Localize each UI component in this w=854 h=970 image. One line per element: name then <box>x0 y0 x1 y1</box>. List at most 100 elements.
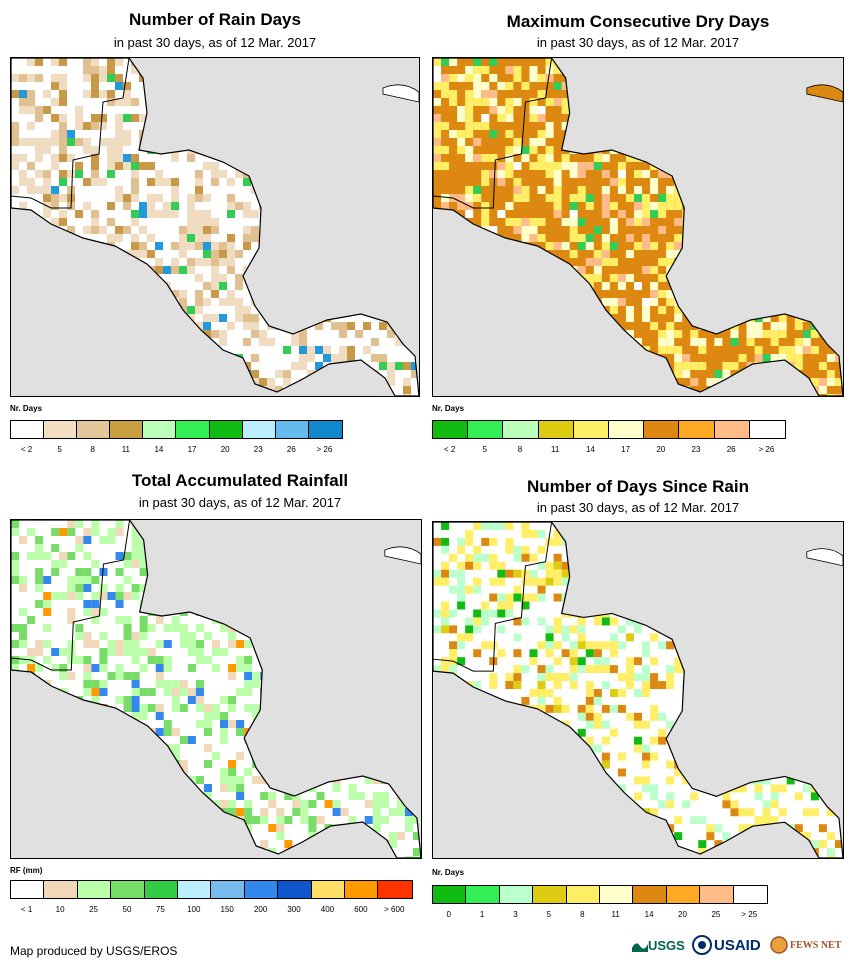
legend-label-days-since-rain: Nr. Days <box>432 868 465 877</box>
map-dry-days <box>432 57 844 397</box>
map-days-since-rain <box>432 521 844 859</box>
legend-swatch <box>11 881 45 898</box>
legend-swatch <box>599 886 634 903</box>
legend-bar-total-rainfall <box>10 880 413 899</box>
usaid-logo: USAID <box>692 933 766 957</box>
legend-swatch <box>700 886 734 903</box>
legend-swatch <box>533 886 567 903</box>
island-jamaica <box>806 548 843 567</box>
legend-tick-label: > 26 <box>758 445 775 454</box>
usgs-wave-icon <box>632 943 648 952</box>
legend-tick-label: 17 <box>187 445 197 454</box>
legend-swatch <box>110 421 144 438</box>
legend-swatch <box>608 421 645 438</box>
coastline <box>11 520 421 858</box>
legend-bar-dry-days <box>432 420 786 439</box>
island-jamaica <box>384 546 421 565</box>
legend-swatch <box>733 886 767 903</box>
panel-title-dry-days: Maximum Consecutive Dry Days <box>506 12 770 31</box>
legend-tick-label: 14 <box>154 445 164 454</box>
legend-swatch <box>111 881 145 898</box>
legend-tick-label: 5 <box>57 445 62 454</box>
legend-swatch <box>211 881 245 898</box>
map-rain-days <box>10 57 420 397</box>
legend-swatch <box>44 421 78 438</box>
legend-tick-label: 20 <box>656 445 666 454</box>
usaid-seal-icon <box>692 935 712 955</box>
legend-swatch <box>311 881 346 898</box>
legend-swatch <box>749 421 785 438</box>
legend-swatch <box>468 421 504 438</box>
legend-ticks-total-rainfall: < 1 10 25 50 75 100 150 200 300 400 600 > 600 <box>10 905 411 917</box>
coastline <box>433 58 843 396</box>
legend-label-rain-days: Nr. Days <box>10 404 43 413</box>
usaid-logo-text: USAID <box>714 936 761 954</box>
legend-tick-label: 14 <box>585 445 595 454</box>
legend-ticks-dry-days: < 2 5 8 11 14 17 20 23 26 > 26 <box>432 445 784 457</box>
fews-globe-icon <box>770 936 788 954</box>
legend-tick-label: 25 <box>711 910 721 919</box>
legend-swatch <box>275 421 309 438</box>
legend-tick-label: 26 <box>286 445 296 454</box>
country-borders <box>433 58 553 209</box>
legend-tick-label: 14 <box>644 910 654 919</box>
legend-tick-label: 0 <box>446 910 451 919</box>
legend-tick-label: 26 <box>726 445 736 454</box>
legend-bar-rain-days <box>10 420 343 439</box>
usgs-logo-text: USGS <box>648 937 685 953</box>
legend-tick-label: 8 <box>580 910 585 919</box>
legend-tick-label: 300 <box>287 905 301 914</box>
legend-swatch <box>538 421 574 438</box>
land-area <box>11 520 421 858</box>
panel-subtitle-days-since-rain: in past 30 days, as of 12 Mar. 2017 <box>536 500 740 515</box>
map-canvas <box>11 520 421 858</box>
legend-swatch <box>573 421 609 438</box>
legend-tick-label: 20 <box>678 910 687 919</box>
legend-swatch <box>378 881 412 898</box>
legend-tick-label: 25 <box>89 905 98 914</box>
legend-tick-label: 17 <box>621 445 631 454</box>
legend-swatch <box>633 886 667 903</box>
legend-tick-label: 20 <box>220 445 230 454</box>
legend-swatch <box>244 881 279 898</box>
legend-tick-label: > 26 <box>316 445 333 454</box>
country-borders <box>11 58 130 209</box>
legend-swatch <box>345 881 379 898</box>
credit-text: Map produced by USGS/EROS <box>10 944 178 958</box>
map-canvas <box>11 58 419 396</box>
legend-tick-label: 10 <box>55 905 65 914</box>
legend-swatch <box>433 886 467 903</box>
panel-title-rain-days: Number of Rain Days <box>129 10 301 29</box>
fews-logo-text: FEWS NET <box>790 939 842 951</box>
legend-tick-label: 150 <box>220 905 234 914</box>
legend-tick-label: 23 <box>691 445 701 454</box>
legend-tick-label: 600 <box>354 905 368 914</box>
legend-swatch <box>278 881 312 898</box>
legend-swatch <box>308 421 342 438</box>
logo-strip: USGS USAID FEWS NET <box>632 933 844 957</box>
legend-tick-label: < 1 <box>21 905 33 914</box>
legend-ticks-rain-days: < 2 5 8 11 14 17 20 23 26 > 26 <box>10 445 341 457</box>
legend-tick-label: 8 <box>517 445 523 454</box>
legend-tick-label: < 2 <box>20 445 33 454</box>
country-borders <box>433 522 553 672</box>
coastline <box>433 522 843 858</box>
legend-tick-label: 5 <box>546 910 552 919</box>
legend-swatch <box>433 421 469 438</box>
legend-swatch <box>466 886 500 903</box>
legend-bar-days-since-rain <box>432 885 768 904</box>
legend-tick-label: > 600 <box>384 905 405 914</box>
panel-title-total-rainfall: Total Accumulated Rainfall <box>131 471 349 490</box>
legend-label-total-rainfall: RF (mm) <box>10 866 43 875</box>
legend-swatch <box>44 881 78 898</box>
map-total-rainfall <box>10 519 422 859</box>
legend-swatch <box>176 421 210 438</box>
legend-tick-label: 75 <box>155 905 165 914</box>
country-borders <box>11 520 131 671</box>
legend-swatch <box>144 881 179 898</box>
legend-tick-label: 11 <box>551 445 560 454</box>
usgs-logo: USGS <box>632 933 688 957</box>
legend-swatch <box>77 421 111 438</box>
legend-tick-label: 23 <box>253 445 263 454</box>
legend-swatch <box>11 421 45 438</box>
